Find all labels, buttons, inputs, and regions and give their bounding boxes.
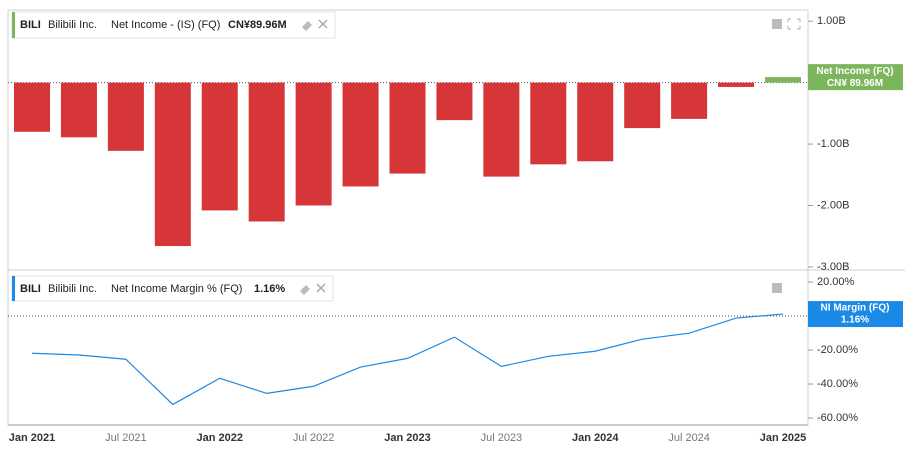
bar — [60, 82, 97, 138]
settings-icon[interactable] — [302, 21, 312, 31]
bar — [342, 82, 379, 187]
y-tick-label: -3.00B — [817, 261, 849, 273]
badge-name: NI Margin (FQ) — [821, 303, 890, 314]
metric: Net Income - (IS) (FQ) — [111, 19, 220, 31]
x-tick-label: Jan 2024 — [572, 432, 619, 444]
settings-icon[interactable] — [300, 285, 310, 295]
bar — [765, 77, 801, 83]
bar — [718, 82, 755, 87]
bar — [389, 82, 426, 174]
expand-icon[interactable] — [787, 18, 801, 30]
badge-value: 1.16% — [841, 315, 869, 326]
legend-header: BILI Bilibili Inc. Net Income Margin % (… — [11, 275, 334, 302]
metric: Net Income Margin % (FQ) — [111, 283, 242, 295]
bar — [154, 82, 191, 247]
download-icon[interactable] — [772, 19, 782, 29]
legend-header: BILI Bilibili Inc. Net Income - (IS) (FQ… — [11, 11, 336, 39]
y-tick-label: -20.00% — [817, 344, 858, 356]
close-icon[interactable] — [318, 19, 328, 29]
current-value: 1.16% — [254, 283, 285, 295]
bar — [14, 82, 50, 132]
upload-icon[interactable] — [772, 283, 782, 293]
x-tick-label: Jan 2025 — [760, 432, 806, 444]
header-accent — [12, 276, 15, 301]
bar — [201, 82, 238, 211]
line — [31, 313, 784, 406]
value-badge — [808, 301, 903, 328]
value-badge — [808, 64, 903, 91]
x-tick-label: Jul 2023 — [481, 432, 523, 444]
x-tick-label: Jul 2021 — [105, 432, 147, 444]
x-tick-label: Jul 2024 — [668, 432, 710, 444]
bar — [530, 82, 567, 165]
x-tick-label: Jan 2022 — [197, 432, 243, 444]
badge-name: Net Income (FQ) — [816, 66, 893, 77]
y-tick-label: -1.00B — [817, 138, 849, 150]
x-tick-label: Jan 2021 — [9, 432, 55, 444]
x-tick-label: Jan 2023 — [384, 432, 430, 444]
y-tick-label: -40.00% — [817, 378, 858, 390]
bar — [577, 82, 614, 162]
ticker: BILI — [20, 19, 41, 31]
y-tick-label: 20.00% — [817, 276, 855, 288]
bar — [624, 82, 661, 129]
bar — [295, 82, 332, 206]
bar — [436, 82, 473, 121]
y-tick-label: -2.00B — [817, 199, 849, 211]
company: Bilibili Inc. — [48, 283, 97, 295]
badge-value: CN¥ 89.96M — [827, 78, 883, 89]
header-accent — [12, 12, 15, 38]
bar — [671, 82, 708, 119]
y-tick-label: -60.00% — [817, 412, 858, 424]
company: Bilibili Inc. — [48, 19, 97, 31]
close-icon[interactable] — [316, 283, 326, 293]
bar — [483, 82, 520, 177]
ticker: BILI — [20, 283, 41, 295]
y-tick-label: 1.00B — [817, 15, 846, 27]
plot-frame — [7, 9, 809, 426]
bar — [248, 82, 285, 222]
x-tick-label: Jul 2022 — [293, 432, 335, 444]
bar — [107, 82, 144, 151]
current-value: CN¥89.96M — [228, 19, 287, 31]
